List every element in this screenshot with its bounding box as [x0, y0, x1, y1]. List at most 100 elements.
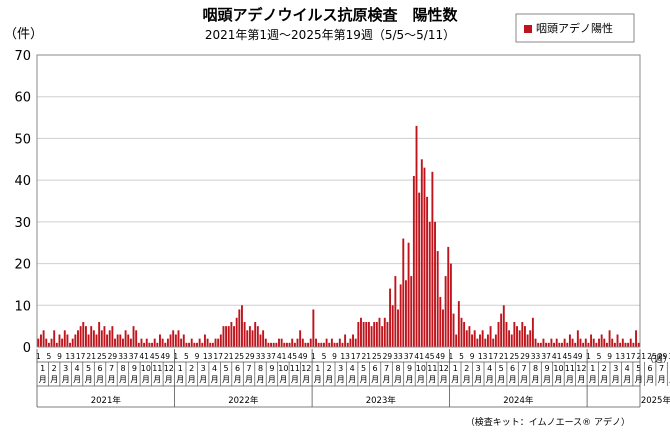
bars [37, 125, 640, 347]
week-tick-label: 33 [531, 352, 541, 361]
bar [547, 342, 550, 347]
bar [632, 342, 635, 347]
bar [367, 321, 370, 347]
month-label: 7 [659, 364, 664, 373]
month-label: 10 [553, 364, 563, 373]
bar [87, 334, 90, 347]
week-tick-label: 5 [47, 352, 52, 361]
bar [354, 338, 357, 347]
bar [402, 238, 405, 347]
bar [407, 242, 410, 347]
legend-label: 咽頭アデノ陽性 [536, 21, 613, 35]
week-tick-label: 17 [351, 352, 361, 361]
month-label-suffix: 月 [360, 375, 368, 384]
month-label-suffix: 月 [532, 375, 540, 384]
month-label-suffix: 月 [119, 375, 127, 384]
bar [619, 342, 622, 347]
month-label: 5 [636, 364, 641, 373]
bar [505, 321, 508, 347]
week-tick-label: 1 [449, 352, 454, 361]
month-label: 9 [269, 364, 274, 373]
year-label: 2024年 [503, 395, 534, 406]
x-axis-labels: 1 5 9 13 17 21 25 29 33 37 41 45 491月2月3月4月5月6月7月8月9… [36, 349, 670, 408]
bar [77, 330, 79, 347]
bar [352, 334, 354, 347]
month-label: 11 [152, 364, 162, 373]
bar [275, 342, 278, 347]
bar [420, 159, 423, 347]
month-label: 11 [565, 364, 575, 373]
week-tick-label: 25 [97, 352, 107, 361]
bar [360, 317, 362, 347]
bar [436, 251, 439, 347]
month-label-suffix: 月 [302, 375, 310, 384]
month-label-suffix: 月 [383, 375, 391, 384]
bar [362, 321, 365, 347]
bar [283, 342, 286, 347]
bar [537, 342, 540, 347]
week-tick-label: 49 [161, 352, 171, 361]
bar [66, 334, 69, 347]
month-label: 3 [338, 364, 343, 373]
bar [230, 321, 233, 347]
month-label: 4 [487, 364, 492, 373]
bar [383, 317, 386, 347]
bar [296, 338, 299, 347]
bar [344, 334, 347, 347]
bar [550, 338, 553, 347]
bar [315, 338, 317, 347]
bar [278, 338, 280, 347]
bar [341, 342, 344, 347]
bar [40, 334, 42, 347]
legend-box [515, 13, 635, 43]
month-label: 7 [246, 364, 251, 373]
week-tick-label: 45 [563, 352, 573, 361]
week-tick-label: 17 [76, 352, 86, 361]
bar [484, 338, 487, 347]
bar [555, 338, 558, 347]
month-label: 8 [533, 364, 538, 373]
bar [386, 321, 389, 347]
bar [153, 338, 156, 347]
bar [140, 338, 143, 347]
bar [74, 334, 77, 347]
plot-area [36, 54, 641, 348]
bar [471, 334, 474, 347]
bar [598, 338, 600, 347]
bar [539, 342, 542, 347]
week-tick-label: 49 [298, 352, 308, 361]
y-tick-label: 50 [14, 132, 31, 147]
bar [497, 321, 500, 347]
month-label-suffix: 月 [509, 375, 517, 384]
bar [233, 326, 235, 347]
bar [574, 342, 577, 347]
bar [346, 342, 349, 347]
month-label: 9 [544, 364, 549, 373]
bar [434, 221, 436, 347]
week-tick-label: 21 [499, 352, 509, 361]
bar [95, 334, 98, 347]
bar [190, 338, 193, 347]
month-label: 9 [407, 364, 412, 373]
bar [251, 330, 254, 347]
month-label: 4 [75, 364, 80, 373]
bar [500, 313, 503, 347]
month-label-suffix: 月 [188, 375, 196, 384]
month-label: 11 [290, 364, 300, 373]
bar [299, 330, 302, 347]
week-tick-label: 33 [393, 352, 403, 361]
week-tick-label: 21 [637, 352, 647, 361]
month-label-suffix: 月 [520, 375, 528, 384]
week-tick-label: 9 [470, 352, 475, 361]
bar [53, 330, 56, 347]
month-label-suffix: 月 [153, 375, 161, 384]
bar [137, 342, 140, 347]
bar [502, 305, 505, 347]
bar [90, 326, 93, 347]
bar [304, 342, 307, 347]
bar [182, 334, 185, 347]
week-tick-label: 21 [86, 352, 96, 361]
bar [584, 338, 587, 347]
bar [592, 338, 595, 347]
week-tick-label: 29 [520, 352, 530, 361]
